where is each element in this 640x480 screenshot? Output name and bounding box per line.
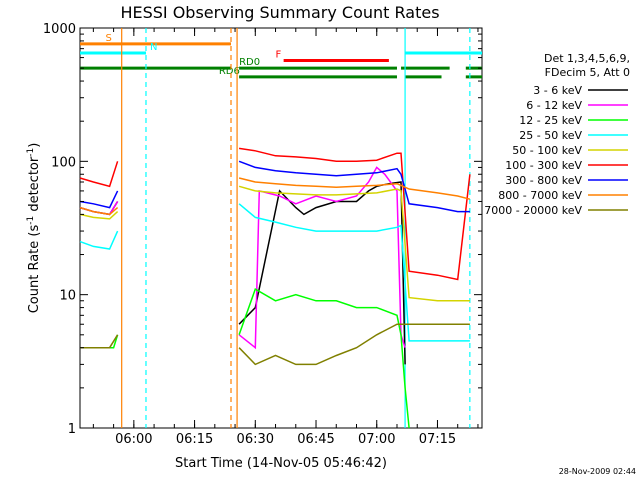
- series-line: [80, 334, 119, 349]
- series-line: [79, 211, 119, 220]
- x-tick-label: 06:00: [115, 432, 152, 447]
- legend-entry-label: 25 - 50 keV: [519, 129, 582, 142]
- x-tick-label: 06:45: [297, 432, 334, 447]
- y-axis-label-sup: -1: [26, 216, 36, 225]
- plot-area: [79, 27, 483, 429]
- series-line: [238, 203, 470, 342]
- y-tick-label: 10: [59, 289, 76, 304]
- flag-label: S: [106, 33, 112, 44]
- series-line: [238, 185, 470, 302]
- legend-entry-label: 50 - 100 keV: [512, 144, 582, 157]
- series-layer: [79, 147, 471, 429]
- series-line: [238, 287, 410, 429]
- legend-entry-label: 100 - 300 keV: [505, 159, 582, 172]
- y-axis-label-main: Count Rate (s: [27, 225, 42, 314]
- series-line: [79, 161, 119, 188]
- flag-label: RD0: [239, 57, 260, 68]
- flag-label: F: [276, 50, 282, 61]
- series-line: [238, 323, 470, 366]
- x-axis-label: Start Time (14-Nov-05 05:46:42): [175, 456, 387, 471]
- legend-entry-label: 6 - 12 keV: [526, 99, 582, 112]
- series-line: [79, 230, 119, 250]
- series-line: [238, 160, 470, 213]
- legend-entry-label: 12 - 25 keV: [519, 114, 582, 127]
- plot-frame: [79, 27, 483, 429]
- chart-title: HESSI Observing Summary Count Rates: [120, 3, 439, 22]
- series-line: [238, 181, 406, 365]
- ticks-layer: 1 10 100 1000 06:00 06:15 06:30 06:45 07:00 07:15: [43, 22, 482, 447]
- legend: Det 1,3,4,5,6,9, FDecim 5, Att 0 3 - 6 k…: [484, 52, 630, 217]
- legend-header-line-2: FDecim 5, Att 0: [545, 66, 630, 79]
- y-axis-label: Count Rate (s-1 detector-1): [26, 143, 42, 314]
- y-axis-label-tail: detector: [27, 156, 42, 216]
- series-line: [80, 334, 119, 349]
- y-tick-label: 1000: [43, 22, 76, 37]
- x-tick-label: 06:30: [237, 432, 274, 447]
- legend-header-line-1: Det 1,3,4,5,6,9,: [544, 52, 630, 65]
- legend-entry-label: 3 - 6 keV: [533, 84, 582, 97]
- series-line: [238, 177, 471, 200]
- series-line: [238, 147, 471, 281]
- series-line: [79, 206, 119, 216]
- generation-timestamp: 28-Nov-2009 02:44: [559, 467, 636, 476]
- y-axis-label-end: ): [27, 143, 42, 148]
- x-tick-label: 06:15: [176, 432, 213, 447]
- y-tick-label: 1: [68, 422, 76, 437]
- y-axis-label-sup2: -1: [26, 148, 36, 157]
- legend-entries: 3 - 6 keV 6 - 12 keV 12 - 25 keV 25 - 50 ke…: [484, 84, 628, 217]
- legend-entry-label: 800 - 7000 keV: [498, 189, 582, 202]
- x-tick-label: 07:15: [419, 432, 456, 447]
- x-tick-label: 07:00: [358, 432, 395, 447]
- flag-label: RD6: [219, 66, 240, 77]
- flag-label: N: [150, 42, 157, 53]
- legend-entry-label: 300 - 800 keV: [505, 174, 582, 187]
- y-tick-label: 100: [51, 155, 76, 170]
- vlines-layer: [121, 28, 471, 428]
- series-line: [79, 190, 119, 209]
- legend-entry-label: 7000 - 20000 keV: [484, 204, 582, 217]
